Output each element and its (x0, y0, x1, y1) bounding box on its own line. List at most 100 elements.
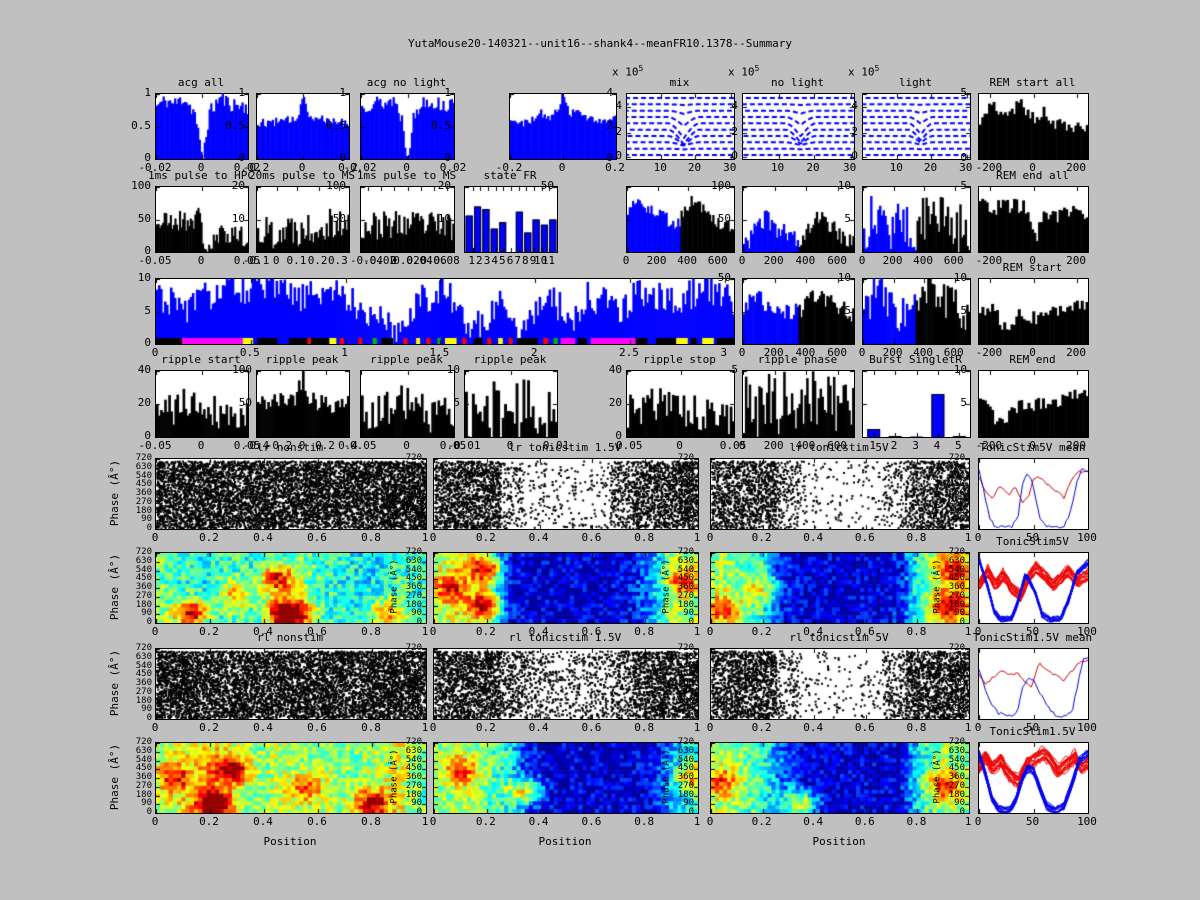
subplot-title: light (898, 76, 933, 89)
axis-exponent-label: x 105 (728, 63, 759, 79)
phase-tick-label: 0 (146, 523, 152, 533)
tonicstim5v-mean-plot (978, 458, 1089, 530)
subplot-title: lr nonstim (256, 441, 324, 454)
exp-prefix: x 10 (612, 65, 639, 79)
lr-tonicstim-1-5v-plot (433, 458, 699, 530)
x-tick-label: 0.02 (439, 161, 467, 174)
phase-tick-label-inner: 360 (948, 772, 965, 782)
phase-axis-label-inner: Phase (Â°) (932, 559, 943, 614)
rem-end-canvas (979, 371, 1088, 437)
phase-tick-label-inner: 720 (405, 643, 422, 653)
no-light-plot (742, 93, 855, 160)
x-tick-label: 0 (197, 254, 205, 267)
phase-tick-label-inner: 540 (677, 470, 694, 481)
x-tick-label: 600 (943, 254, 964, 267)
x-tick-label: 0 (974, 815, 982, 828)
phase-tick-label-inner: 90 (954, 608, 965, 619)
x-tick-label: -200 (975, 439, 1003, 452)
phase-tick-label-inner: 90 (683, 798, 694, 809)
tonicstim5v-canvas (979, 553, 1088, 623)
tonicstim1-5v-plot (978, 742, 1089, 814)
y-tick-label-inner: 100 (326, 179, 346, 192)
phase-tick-label: 720 (135, 547, 152, 557)
phase-tick-label-inner: 630 (948, 461, 965, 472)
phase-tick-label: 630 (135, 745, 152, 756)
no-light-canvas (743, 94, 854, 159)
phase-tick-label-inner: 540 (677, 660, 694, 671)
x-tick-label: 200 (882, 254, 903, 267)
x-tick-label: -200 (975, 161, 1003, 174)
phase-tick-label: 540 (135, 470, 152, 481)
x-tick-label: 0 (403, 161, 410, 174)
x-tick-label: 0 (272, 254, 280, 267)
phase-tick-label-inner: 630 (677, 555, 694, 566)
x-tick-label: 0.4 (338, 439, 358, 452)
ripple-stop-plot (626, 370, 735, 438)
phase-tick-label-inner: 630 (948, 555, 965, 566)
y-tick-label: 0.5 (131, 118, 151, 132)
x-tick-label: 0 (151, 815, 159, 828)
x-tick-label: -200 (975, 346, 1003, 359)
x-tick-label: 0.6 (854, 531, 875, 544)
y-tick-label-inner: 10 (837, 179, 851, 192)
x-tick-label: 0.2 (315, 439, 335, 452)
phase-tick-label-inner: 720 (405, 453, 422, 463)
phase-tick-label-inner: 360 (677, 678, 694, 688)
y-tick-label: 0 (144, 429, 151, 442)
x-tick-label: -0.1 (242, 254, 270, 267)
x-tick-label: 0.4 (803, 721, 824, 734)
x-tick-label: 0 (429, 625, 437, 638)
y-tick-label-inner: 5 (960, 179, 967, 192)
subplot-title: 20ms pulse to MS (249, 169, 355, 182)
x-tick-label: 0.6 (307, 815, 327, 828)
phase-tick-label: 180 (135, 505, 152, 516)
phase-tick-label-inner: 90 (954, 798, 965, 809)
x-tick-label: 3 (912, 439, 919, 452)
phase-tick-label-inner: 540 (948, 754, 965, 765)
phase-tick-label-inner: 180 (677, 695, 694, 706)
x-tick-label: 0.4 (528, 815, 549, 828)
y-tick-label-inner: 50 (717, 211, 731, 225)
x-tick-label: 0 (298, 161, 306, 174)
ripple-start-canvas (156, 371, 248, 437)
phase-tick-label-inner: 90 (683, 514, 694, 525)
x-tick-label: -0.2 (242, 161, 270, 174)
phase-tick-label-inner: 270 (677, 686, 694, 697)
x-tick-label: 9 (529, 254, 537, 267)
x-tick-label: 0.05 (233, 254, 261, 267)
phase-tick-label-inner: 450 (948, 669, 965, 680)
y-tick-label-inner: 0.5 (431, 118, 451, 132)
phase-tick-label-inner: 720 (677, 643, 694, 653)
subplot-title: rl tonicstim 5V (789, 631, 889, 644)
x-tick-label: 600 (707, 254, 728, 267)
x-tick-label: 0.6 (307, 531, 327, 544)
rem-start-plot (978, 278, 1089, 345)
phase-tick-label: 360 (135, 582, 152, 592)
phase-tick-label: 270 (135, 686, 152, 697)
phase-tick-label-inner: 450 (948, 573, 965, 584)
y-tick-label: 20 (608, 396, 622, 409)
x-tick-label: 0.8 (361, 721, 381, 734)
ripple-phase-canvas (743, 371, 854, 437)
x-tick-label: 0 (858, 346, 866, 359)
x-tick-label: 600 (943, 346, 964, 359)
x-tick-label: 0.2 (199, 721, 219, 734)
phase-axis-label-inner: Phase (Â°) (661, 655, 672, 710)
x-tick-label: 0.4 (803, 625, 824, 638)
phase-tick-label-inner: 360 (405, 488, 422, 498)
phase-axis-label-inner: Phase (Â°) (389, 749, 400, 804)
subplot-title: mix (669, 76, 690, 89)
phase-tick-label-inner: 90 (683, 704, 694, 715)
x-tick-label: 3 (483, 254, 491, 267)
x-tick-label: 0 (706, 625, 714, 638)
phase-tick-label-inner: 540 (677, 564, 694, 575)
x-tick-label: 1 (421, 815, 429, 828)
y-tick-label: 0 (144, 244, 151, 257)
ripple-peak-2-plot (360, 370, 455, 438)
x-tick-label: 0.2 (338, 161, 358, 174)
phase-tick-label-inner: 450 (677, 479, 694, 490)
x-tick-label: 0.6 (581, 625, 602, 638)
subplot-title: 1ms pulse to MS (356, 169, 457, 182)
heat-rl-tonicstim-1-5v-plot (433, 742, 699, 814)
x-tick-label: 0 (706, 815, 714, 828)
